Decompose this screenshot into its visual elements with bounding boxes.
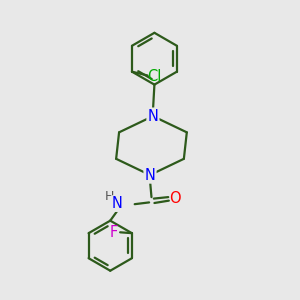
Text: N: N xyxy=(112,196,122,211)
Text: H: H xyxy=(105,190,114,203)
Text: F: F xyxy=(109,225,118,240)
Text: N: N xyxy=(148,109,158,124)
Text: N: N xyxy=(145,167,155,182)
Text: Cl: Cl xyxy=(147,70,161,85)
Text: O: O xyxy=(169,191,181,206)
